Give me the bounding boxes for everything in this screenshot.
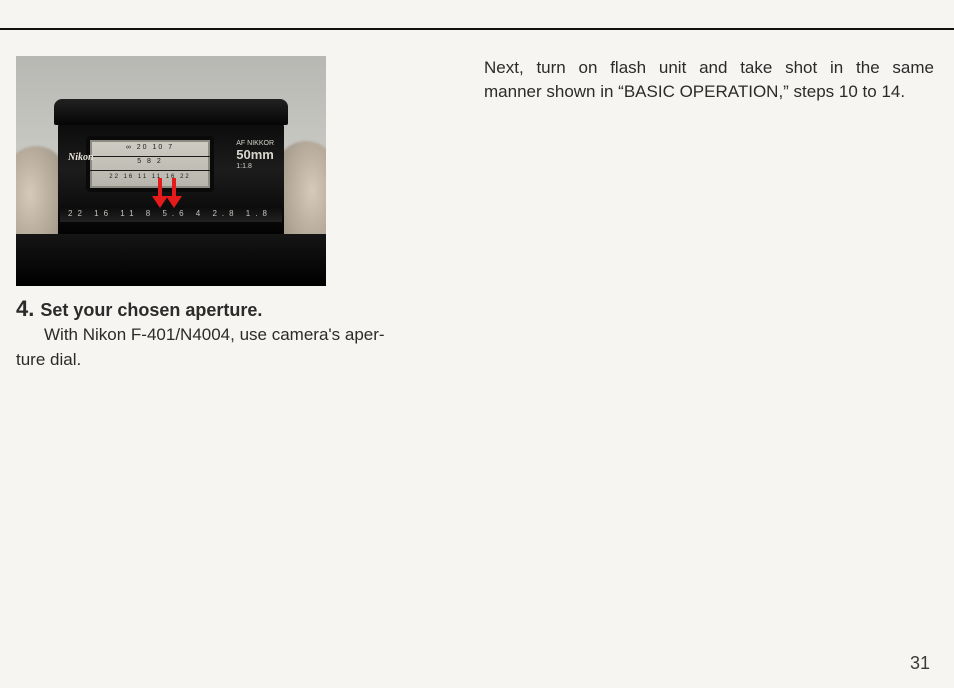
lens-photo: ∞ 20 10 7 5 8 2 22 16 11 11 16 22 Nikon … [16,56,326,286]
red-arrow-1-icon [154,178,166,208]
right-text-line2: manner shown in “BASIC OPERATION,” steps… [484,80,934,104]
lens-distance-window: ∞ 20 10 7 5 8 2 22 16 11 11 16 22 [86,136,214,192]
lens-spec-fstop: 1:1.8 [236,163,274,171]
lens-brand: Nikon [68,152,94,163]
right-text-line1: Next, turn on flash unit and take shot i… [484,56,934,80]
step-title: Set your chosen aperture. [40,300,262,321]
red-arrow-2-icon [168,178,180,208]
left-column: ∞ 20 10 7 5 8 2 22 16 11 11 16 22 Nikon … [16,56,436,372]
window-bottom-numbers: 22 16 11 11 16 22 [90,174,210,180]
lens-spec: AF NIKKOR 50mm 1:1.8 [236,140,274,171]
window-mid-numbers: 5 8 2 [90,158,210,165]
manual-page: ∞ 20 10 7 5 8 2 22 16 11 11 16 22 Nikon … [0,0,954,688]
step-number: 4. [16,296,34,322]
window-tick-1 [90,156,210,157]
step-body-line1: With Nikon F-401/N4004, use camera's ape… [16,324,436,347]
window-tick-2 [90,170,210,171]
step-body-line2: ture dial. [16,349,436,372]
step-4: 4. Set your chosen aperture. With Nikon … [16,296,436,372]
camera-body-top [16,234,326,286]
aperture-ring: 22 16 11 8 5.6 4 2.8 1.8 [60,206,282,222]
page-number: 31 [910,653,930,674]
top-rule [0,28,954,30]
step-heading: 4. Set your chosen aperture. [16,296,436,322]
lens-spec-focal: 50mm [236,148,274,163]
window-top-numbers: ∞ 20 10 7 [90,144,210,151]
right-column: Next, turn on flash unit and take shot i… [484,56,934,104]
